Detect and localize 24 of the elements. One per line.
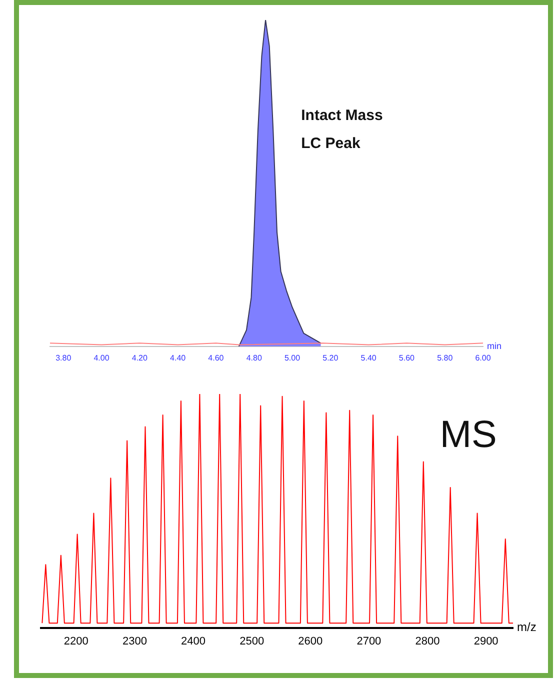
annotation: Intact Mass LC Peak xyxy=(301,106,383,152)
x-tick-label: 4.40 xyxy=(170,353,186,362)
x-tick-label: 2700 xyxy=(356,635,382,648)
x-tick-label: 2500 xyxy=(240,635,264,648)
x-tick-label: 2600 xyxy=(298,635,323,648)
x-tick-label: 3.80 xyxy=(56,353,72,362)
x-tick-label: 4.80 xyxy=(246,353,262,362)
x-tick-label: 6.00 xyxy=(475,353,492,362)
annotation: MS xyxy=(440,414,497,456)
x-tick-label: 4.60 xyxy=(208,353,224,362)
x-tick-label: 5.60 xyxy=(398,353,416,362)
x-tick-label: 5.40 xyxy=(360,353,377,362)
x-tick-label: 4.20 xyxy=(132,353,148,362)
x-tick-label: 2800 xyxy=(415,635,440,648)
x-axis-title: m/z xyxy=(517,620,536,634)
x-tick-label: 5.00 xyxy=(284,353,301,362)
x-tick-label: 2900 xyxy=(474,635,498,648)
x-tick-label: 2400 xyxy=(181,635,206,648)
x-tick-label: 2300 xyxy=(122,635,147,648)
x-tick-label: 5.20 xyxy=(322,353,339,362)
x-tick-label: 4.00 xyxy=(94,353,110,362)
x-tick-label: 2200 xyxy=(64,635,88,648)
x-tick-label: 5.80 xyxy=(437,353,454,362)
x-axis-title: min xyxy=(487,340,502,351)
